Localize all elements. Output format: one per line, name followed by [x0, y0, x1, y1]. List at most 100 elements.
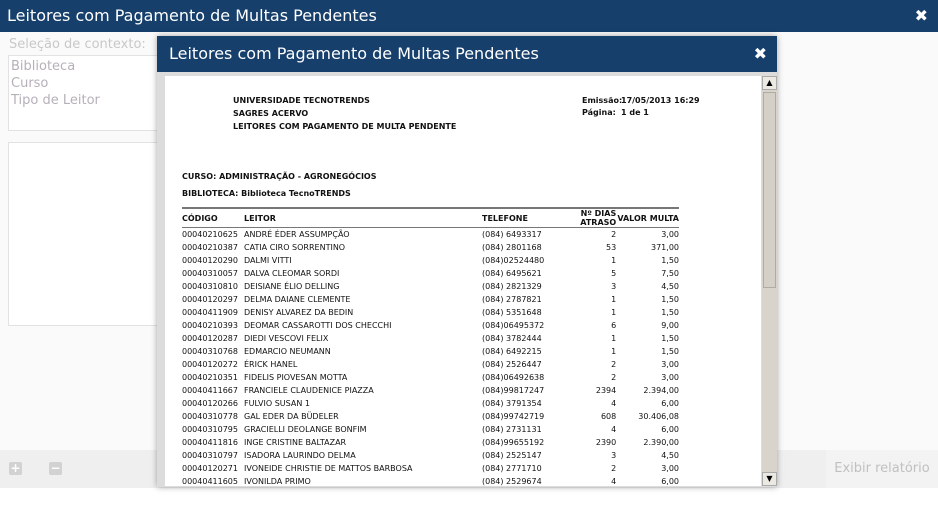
context-label: Seleção de contexto:: [9, 37, 146, 52]
cell-leitor: FIDELIS PIOVESAN MOTTA: [244, 372, 348, 382]
cell-dias-atraso: 2: [611, 463, 617, 473]
table-row: 00040210351 FIDELIS PIOVESAN MOTTA (084)06…: [182, 371, 679, 384]
cell-codigo: 00040120271: [182, 463, 238, 473]
cell-telefone: (084)06492638: [482, 372, 545, 382]
cell-dias-atraso: 608: [600, 411, 617, 421]
report-biblioteca: BIBLIOTECA: Biblioteca TecnoTRENDS: [182, 189, 351, 198]
table-row: 00040310797 ISADORA LAURINDO DELMA (084) 2…: [182, 449, 679, 462]
table-row: 00040210387 CATIA CIRO SORRENTINO (084) 28…: [182, 241, 679, 254]
cell-dias-atraso: 2: [611, 359, 617, 369]
cell-codigo: 00040210625: [182, 229, 238, 239]
cell-dias-atraso: 1: [611, 294, 617, 304]
cell-valor-multa: 6,00: [661, 398, 679, 408]
cell-leitor: ANDRÉ ÉDER ASSUMPÇÃO: [244, 229, 350, 239]
report-curso: CURSO: ADMINISTRAÇÃO - AGRONEGÓCIOS: [182, 172, 377, 181]
cell-valor-multa: 1,50: [661, 294, 679, 304]
scroll-up-icon[interactable]: ▲: [762, 76, 777, 90]
cell-codigo: 00040210387: [182, 242, 238, 252]
col-valor-multa: VALOR MULTA: [616, 207, 679, 228]
emissao-label: Emissão:: [582, 96, 623, 105]
context-item-curso[interactable]: Curso: [11, 76, 49, 91]
cell-valor-multa: 1,50: [661, 307, 679, 317]
scroll-thumb[interactable]: [763, 92, 776, 288]
cell-telefone: (084)99655192: [482, 437, 545, 447]
scroll-down-icon[interactable]: ▼: [762, 472, 777, 486]
cell-codigo: 00040210393: [182, 320, 238, 330]
cell-dias-atraso: 4: [611, 424, 617, 434]
cell-codigo: 00040411909: [182, 307, 238, 317]
cell-codigo: 00040310795: [182, 424, 238, 434]
cell-valor-multa: 3,00: [661, 463, 679, 473]
remove-button[interactable]: −: [49, 461, 62, 475]
add-button[interactable]: +: [9, 461, 22, 475]
cell-dias-atraso: 2394: [595, 385, 617, 395]
col-dias-atraso: Nº DIAS ATRASO: [544, 207, 617, 228]
cell-leitor: DENISY ALVAREZ DA BEDIN: [244, 307, 354, 317]
table-row: 00040411909 DENISY ALVAREZ DA BEDIN (084) …: [182, 306, 679, 319]
cell-valor-multa: 2.390,00: [643, 437, 679, 447]
cell-telefone: (084) 6492215: [482, 346, 542, 356]
col-leitor: LEITOR: [244, 207, 482, 228]
cell-dias-atraso: 3: [611, 281, 617, 291]
emissao-value: 17/05/2013 16:29: [621, 96, 700, 105]
cell-valor-multa: 30.406,08: [638, 411, 679, 421]
cell-codigo: 00040210351: [182, 372, 238, 382]
context-listbox[interactable]: Biblioteca Curso Tipo de Leitor: [8, 55, 158, 131]
cell-leitor: CATIA CIRO SORRENTINO: [244, 242, 346, 252]
table-row: 00040210625 ANDRÉ ÉDER ASSUMPÇÃO (084) 649…: [182, 228, 679, 241]
cell-leitor: ISADORA LAURINDO DELMA: [244, 450, 356, 460]
cell-dias-atraso: 2: [611, 229, 617, 239]
pagina-label: Página:: [582, 108, 616, 117]
cell-telefone: (084) 2731131: [482, 424, 542, 434]
cell-telefone: (084) 3791354: [482, 398, 542, 408]
cell-valor-multa: 4,50: [661, 450, 679, 460]
cell-leitor: IVONEIDE CHRISTIE DE MATTOS BARBOSA: [244, 463, 413, 473]
cell-dias-atraso: 2: [611, 372, 617, 382]
cell-telefone: (084) 2526447: [482, 359, 542, 369]
cell-leitor: FULVIO SUSAN 1: [244, 398, 310, 408]
table-row: 00040120287 DIEDI VESCOVI FELIX (084) 3782…: [182, 332, 679, 345]
cell-valor-multa: 3,00: [661, 229, 679, 239]
context-item-biblioteca[interactable]: Biblioteca: [11, 59, 76, 74]
cell-leitor: FRANCIELE CLAUDENICE PIAZZA: [244, 385, 374, 395]
cell-dias-atraso: 53: [606, 242, 617, 252]
cell-codigo: 00040411816: [182, 437, 238, 447]
cell-leitor: DALVA CLEOMAR SORDI: [244, 268, 340, 278]
cell-codigo: 00040310057: [182, 268, 238, 278]
close-icon[interactable]: ✖: [914, 6, 928, 25]
cell-dias-atraso: 1: [611, 307, 617, 317]
cell-telefone: (084)99817247: [482, 385, 545, 395]
cell-leitor: GRACIELLI DEOLANGE BONFIM: [244, 424, 367, 434]
cell-leitor: GAL EDER DA BÜDELER: [244, 411, 339, 421]
cell-telefone: (084) 2771710: [482, 463, 542, 473]
cell-codigo: 00040310797: [182, 450, 238, 460]
cell-codigo: 00040310778: [182, 411, 238, 421]
cell-codigo: 00040120290: [182, 255, 238, 265]
cell-codigo: 00040120272: [182, 359, 238, 369]
cell-dias-atraso: 1: [611, 333, 617, 343]
modal-close-icon[interactable]: ✖: [753, 44, 767, 63]
cell-valor-multa: 1,50: [661, 346, 679, 356]
cell-telefone: (084) 6493317: [482, 229, 542, 239]
cell-dias-atraso: 1: [611, 346, 617, 356]
cell-dias-atraso: 6: [611, 320, 617, 330]
pagina-value: 1 de 1: [621, 108, 649, 117]
cell-dias-atraso: 4: [611, 398, 617, 408]
table-row: 00040310810 DEISIANE ÉLIO DELLING (084) 28…: [182, 280, 679, 293]
col-codigo: CÓDIGO: [182, 207, 244, 228]
report-modal: Leitores com Pagamento de Multas Pendent…: [157, 36, 777, 487]
context-item-tipo-leitor[interactable]: Tipo de Leitor: [11, 93, 100, 108]
show-report-button[interactable]: Exibir relatório: [826, 450, 938, 488]
cell-telefone: (084) 2787821: [482, 294, 542, 304]
cell-valor-multa: 371,00: [651, 242, 679, 252]
cell-codigo: 00040310768: [182, 346, 238, 356]
cell-dias-atraso: 1: [611, 255, 617, 265]
cell-valor-multa: 6,00: [661, 476, 679, 486]
report-table: CÓDIGO LEITOR TELEFONE Nº DIAS ATRASO VA…: [182, 207, 679, 486]
table-row: 00040310778 GAL EDER DA BÜDELER (084)99742…: [182, 410, 679, 423]
cell-telefone: (084)06495372: [482, 320, 545, 330]
cell-telefone: (084)99742719: [482, 411, 545, 421]
table-row: 00040120266 FULVIO SUSAN 1 (084) 3791354 4 6…: [182, 397, 679, 410]
vertical-scrollbar[interactable]: ▲ ▼: [762, 76, 777, 486]
report-viewer: UNIVERSIDADE TECNOTRENDS SAGRES ACERVO L…: [165, 76, 761, 486]
